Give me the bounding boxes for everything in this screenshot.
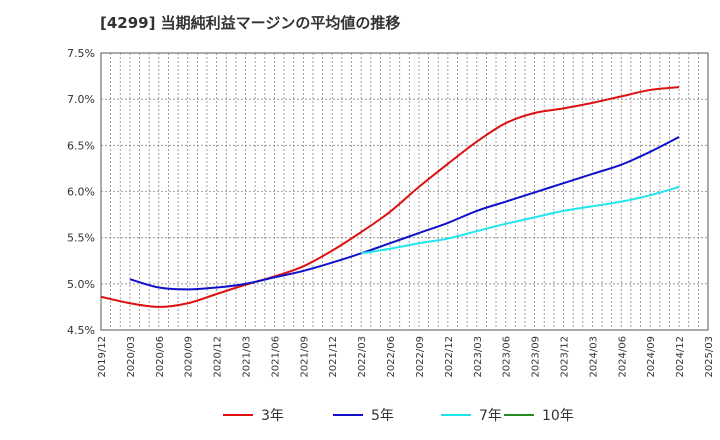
x-tick-label: 2021/06 [270, 336, 281, 378]
x-tick-label: 2023/06 [502, 336, 513, 378]
legend-label: 5年 [371, 408, 394, 424]
x-tick-label: 2020/03 [126, 336, 137, 378]
x-tick-label: 2024/06 [617, 336, 628, 378]
x-tick-label: 2020/12 [213, 336, 224, 378]
y-tick-label: 6.5% [67, 139, 95, 152]
x-tick-label: 2021/03 [242, 336, 253, 378]
x-axis: 2019/12 2020/03 2020/06 2020/09 2020/12 2021/… [97, 336, 715, 378]
x-tick-label: 2021/12 [328, 336, 339, 378]
x-tick-label: 2024/12 [675, 336, 686, 378]
legend-item-3年: 3年 [223, 408, 284, 424]
x-tick-label: 2022/12 [444, 336, 455, 378]
x-tick-label: 2023/12 [559, 336, 570, 378]
x-tick-label: 2023/09 [531, 336, 542, 378]
y-tick-label: 7.5% [67, 47, 95, 60]
x-tick-label: 2022/06 [386, 336, 397, 378]
x-tick-label: 2023/03 [473, 336, 484, 378]
x-tick-label: 2024/03 [588, 336, 599, 378]
chart-title: [4299] 当期純利益マージンの平均値の推移 [100, 14, 401, 32]
series-line-3年 [100, 86, 680, 308]
legend-label: 10年 [542, 408, 574, 424]
y-axis: 4.5% 5.0% 5.5% 6.0% 6.5% 7.0% 7.5% [67, 47, 95, 337]
legend-label: 7年 [479, 408, 502, 424]
legend-item-5年: 5年 [333, 408, 394, 424]
series-line-5年 [129, 136, 680, 291]
legend: 3年 5年 7年 10年 [223, 408, 574, 424]
y-tick-label: 5.5% [67, 232, 95, 245]
x-tick-label: 2022/09 [415, 336, 426, 378]
x-tick-label: 2025/03 [704, 336, 715, 378]
x-tick-label: 2020/09 [184, 336, 195, 378]
x-tick-label: 2019/12 [97, 336, 108, 378]
y-tick-label: 7.0% [67, 93, 95, 106]
series-line-7年 [360, 185, 680, 255]
x-tick-label: 2024/09 [646, 336, 657, 378]
series-lines [100, 86, 680, 308]
y-tick-label: 4.5% [67, 324, 95, 337]
legend-item-10年: 10年 [504, 408, 574, 424]
x-tick-label: 2021/09 [299, 336, 310, 378]
legend-label: 3年 [261, 408, 284, 424]
y-tick-label: 5.0% [67, 278, 95, 291]
x-tick-label: 2022/03 [357, 336, 368, 378]
x-tick-label: 2020/06 [155, 336, 166, 378]
y-tick-label: 6.0% [67, 186, 95, 199]
legend-item-7年: 7年 [441, 408, 502, 424]
